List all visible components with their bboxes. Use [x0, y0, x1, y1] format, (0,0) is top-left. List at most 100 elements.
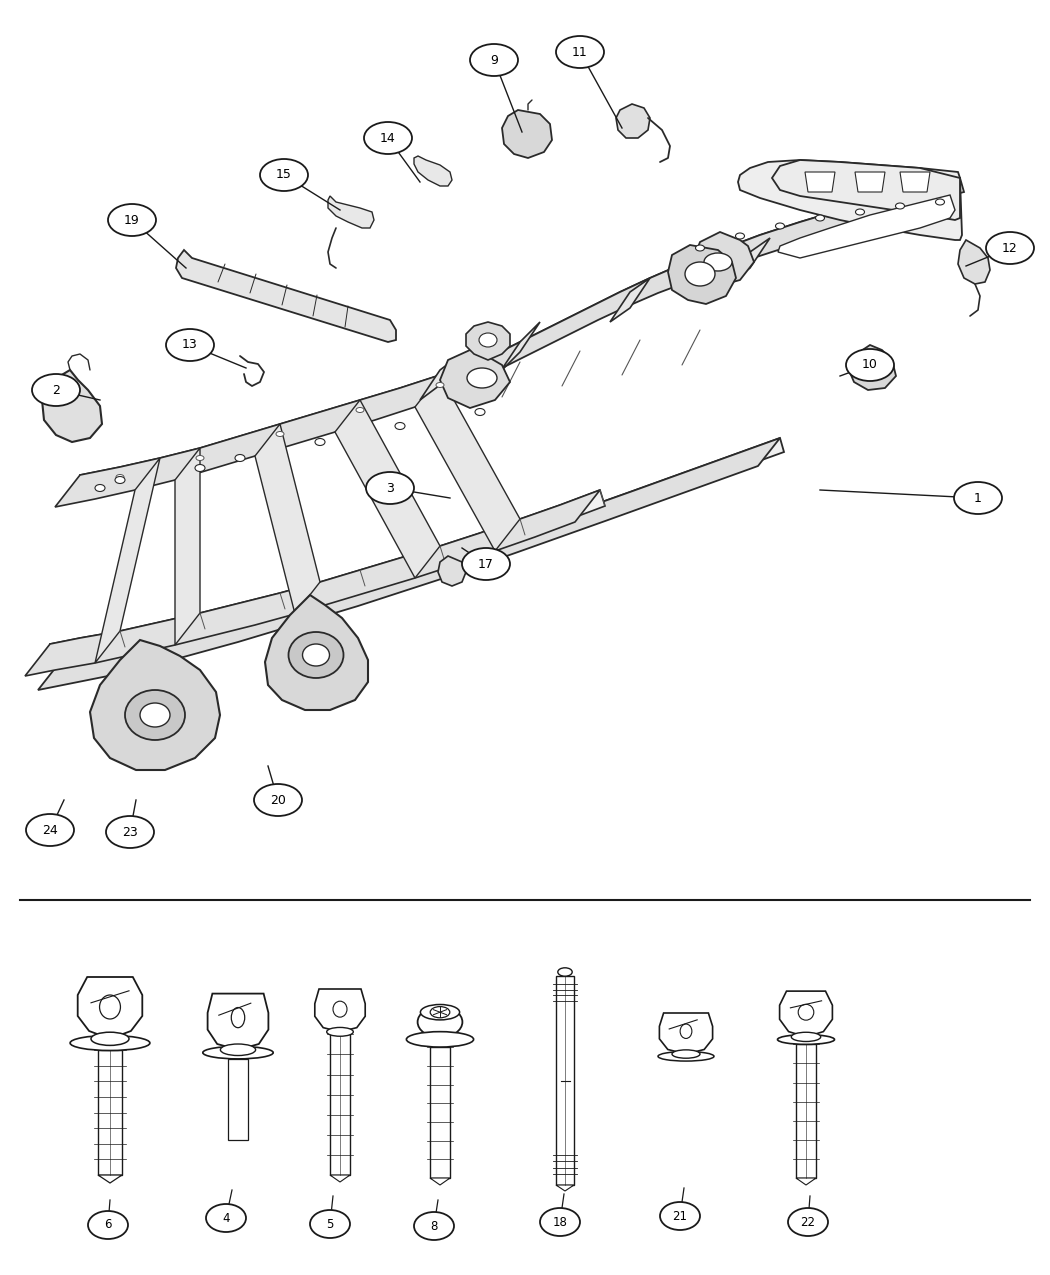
Polygon shape [692, 232, 754, 286]
Ellipse shape [366, 472, 414, 504]
Ellipse shape [558, 968, 572, 977]
Text: 14: 14 [380, 131, 396, 144]
Ellipse shape [479, 333, 497, 347]
Text: 23: 23 [122, 825, 138, 839]
Ellipse shape [414, 1213, 454, 1241]
Ellipse shape [94, 484, 105, 491]
Polygon shape [176, 250, 396, 342]
Polygon shape [556, 1184, 574, 1191]
Polygon shape [466, 323, 510, 360]
Text: 18: 18 [552, 1215, 567, 1229]
Polygon shape [855, 172, 885, 193]
Polygon shape [414, 156, 452, 186]
Ellipse shape [116, 474, 124, 479]
Polygon shape [430, 1178, 450, 1184]
Ellipse shape [704, 252, 732, 272]
Ellipse shape [685, 261, 715, 286]
Text: 20: 20 [270, 793, 286, 807]
Ellipse shape [680, 1024, 692, 1038]
Ellipse shape [166, 329, 214, 361]
Ellipse shape [475, 408, 485, 416]
Ellipse shape [695, 245, 705, 251]
Ellipse shape [206, 1204, 246, 1232]
Text: 6: 6 [104, 1219, 111, 1232]
Polygon shape [330, 1176, 350, 1182]
Ellipse shape [735, 233, 744, 238]
Ellipse shape [106, 816, 154, 848]
Ellipse shape [986, 232, 1034, 264]
Ellipse shape [327, 1028, 353, 1037]
Text: 13: 13 [182, 338, 197, 352]
Ellipse shape [70, 1035, 150, 1051]
Ellipse shape [32, 374, 80, 405]
Ellipse shape [125, 690, 185, 740]
Polygon shape [668, 245, 736, 303]
Ellipse shape [203, 1047, 273, 1058]
Ellipse shape [430, 1006, 449, 1017]
Ellipse shape [777, 1035, 835, 1044]
Polygon shape [556, 977, 574, 1184]
Ellipse shape [792, 1033, 821, 1042]
Ellipse shape [776, 223, 784, 230]
Polygon shape [78, 977, 143, 1039]
Polygon shape [796, 1044, 816, 1178]
Polygon shape [900, 172, 930, 193]
Ellipse shape [856, 209, 864, 215]
Polygon shape [415, 375, 520, 551]
Ellipse shape [254, 784, 302, 816]
Polygon shape [25, 490, 600, 676]
Ellipse shape [846, 349, 894, 381]
Ellipse shape [231, 1007, 245, 1028]
Ellipse shape [936, 199, 945, 205]
Polygon shape [265, 595, 368, 710]
Text: 22: 22 [800, 1215, 816, 1229]
Ellipse shape [467, 368, 497, 388]
Polygon shape [175, 448, 200, 645]
Text: 11: 11 [572, 46, 588, 59]
Ellipse shape [276, 431, 284, 436]
Ellipse shape [672, 1049, 700, 1058]
Polygon shape [255, 425, 320, 615]
Text: 2: 2 [52, 384, 60, 397]
Text: 5: 5 [327, 1218, 334, 1230]
Ellipse shape [788, 1207, 828, 1235]
Polygon shape [480, 179, 964, 376]
Text: 12: 12 [1002, 241, 1017, 255]
Polygon shape [335, 400, 440, 578]
Polygon shape [778, 195, 956, 258]
Ellipse shape [462, 548, 510, 580]
Ellipse shape [798, 1005, 814, 1020]
Polygon shape [90, 640, 220, 770]
Polygon shape [458, 179, 960, 390]
Ellipse shape [660, 1202, 700, 1230]
Ellipse shape [116, 477, 125, 483]
Polygon shape [502, 110, 552, 158]
Polygon shape [420, 354, 460, 400]
Polygon shape [330, 1034, 350, 1176]
Ellipse shape [91, 1033, 129, 1045]
Polygon shape [80, 362, 485, 491]
Text: 10: 10 [862, 358, 878, 371]
Polygon shape [796, 1178, 816, 1184]
Polygon shape [848, 346, 896, 390]
Polygon shape [958, 240, 990, 284]
Ellipse shape [556, 36, 604, 68]
Polygon shape [50, 490, 605, 660]
Ellipse shape [302, 644, 330, 666]
Polygon shape [430, 1047, 450, 1178]
Polygon shape [772, 159, 960, 221]
Ellipse shape [235, 454, 245, 462]
Polygon shape [94, 458, 160, 663]
Ellipse shape [954, 482, 1002, 514]
Polygon shape [208, 993, 269, 1049]
Polygon shape [60, 439, 784, 676]
Ellipse shape [540, 1207, 580, 1235]
Ellipse shape [195, 464, 205, 472]
Text: 8: 8 [430, 1219, 438, 1233]
Ellipse shape [356, 408, 364, 413]
Ellipse shape [100, 994, 121, 1019]
Ellipse shape [658, 1052, 714, 1061]
Polygon shape [38, 439, 780, 690]
Polygon shape [659, 1014, 713, 1054]
Text: 4: 4 [223, 1211, 230, 1224]
